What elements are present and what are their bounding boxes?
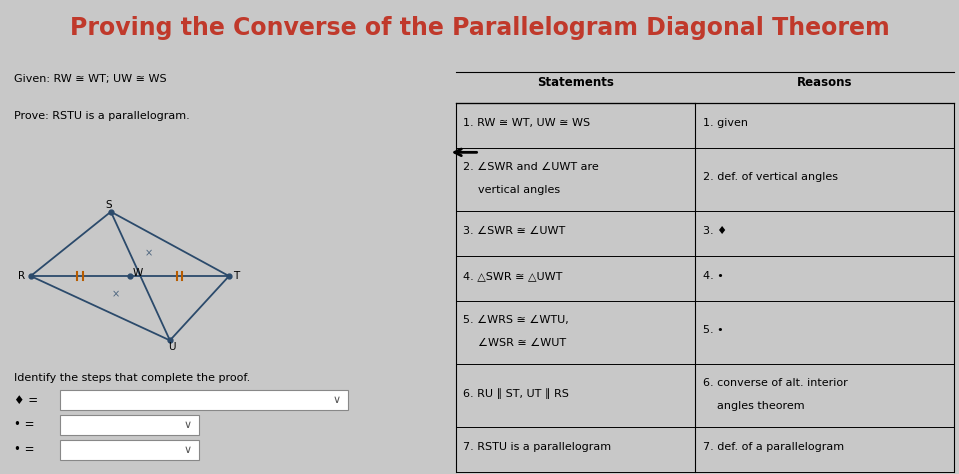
Text: Identify the steps that complete the proof.: Identify the steps that complete the pro…	[14, 373, 250, 383]
Text: 1. given: 1. given	[703, 118, 748, 128]
Text: ∨: ∨	[333, 395, 340, 405]
Text: ∨: ∨	[184, 445, 192, 455]
Text: 7. RSTU is a parallelogram: 7. RSTU is a parallelogram	[463, 442, 611, 452]
Text: ∠WSR ≅ ∠WUT: ∠WSR ≅ ∠WUT	[478, 337, 566, 348]
Text: Proving the Converse of the Parallelogram Diagonal Theorem: Proving the Converse of the Parallelogra…	[70, 17, 889, 40]
Text: vertical angles: vertical angles	[478, 185, 560, 195]
Text: ♦ =: ♦ =	[14, 394, 38, 407]
FancyBboxPatch shape	[60, 390, 348, 410]
Text: • =: • =	[14, 443, 35, 456]
FancyBboxPatch shape	[60, 415, 199, 435]
Text: 1. RW ≅ WT, UW ≅ WS: 1. RW ≅ WT, UW ≅ WS	[463, 118, 591, 128]
Text: 6. RU ∥ ST, UT ∥ RS: 6. RU ∥ ST, UT ∥ RS	[463, 388, 569, 399]
Text: 2. ∠SWR and ∠UWT are: 2. ∠SWR and ∠UWT are	[463, 162, 599, 172]
Text: ∨: ∨	[184, 420, 192, 430]
Text: 3. ∠SWR ≅ ∠UWT: 3. ∠SWR ≅ ∠UWT	[463, 226, 566, 237]
Text: 2. def. of vertical angles: 2. def. of vertical angles	[703, 173, 838, 182]
Text: R: R	[18, 271, 25, 281]
Text: 7. def. of a parallelogram: 7. def. of a parallelogram	[703, 442, 844, 452]
Text: 5. ∠WRS ≅ ∠WTU,: 5. ∠WRS ≅ ∠WTU,	[463, 315, 569, 325]
Text: 3. ♦: 3. ♦	[703, 226, 727, 237]
Text: Given: RW ≅ WT; UW ≅ WS: Given: RW ≅ WT; UW ≅ WS	[14, 74, 167, 84]
Text: S: S	[105, 201, 112, 210]
Text: 6. converse of alt. interior: 6. converse of alt. interior	[703, 378, 848, 388]
Text: 4. △SWR ≅ △UWT: 4. △SWR ≅ △UWT	[463, 271, 563, 282]
Text: Prove: RSTU is a parallelogram.: Prove: RSTU is a parallelogram.	[14, 111, 190, 121]
Text: • =: • =	[14, 419, 35, 431]
Text: angles theorem: angles theorem	[717, 401, 805, 411]
Text: 4. •: 4. •	[703, 271, 724, 282]
Text: Reasons: Reasons	[797, 76, 853, 89]
Text: U: U	[168, 342, 175, 352]
Text: T: T	[233, 271, 240, 281]
Text: ×: ×	[145, 248, 153, 258]
Text: ×: ×	[111, 290, 120, 300]
Text: Statements: Statements	[537, 76, 614, 89]
FancyBboxPatch shape	[60, 440, 199, 460]
Text: W: W	[132, 268, 143, 278]
Text: 5. •: 5. •	[703, 325, 724, 335]
